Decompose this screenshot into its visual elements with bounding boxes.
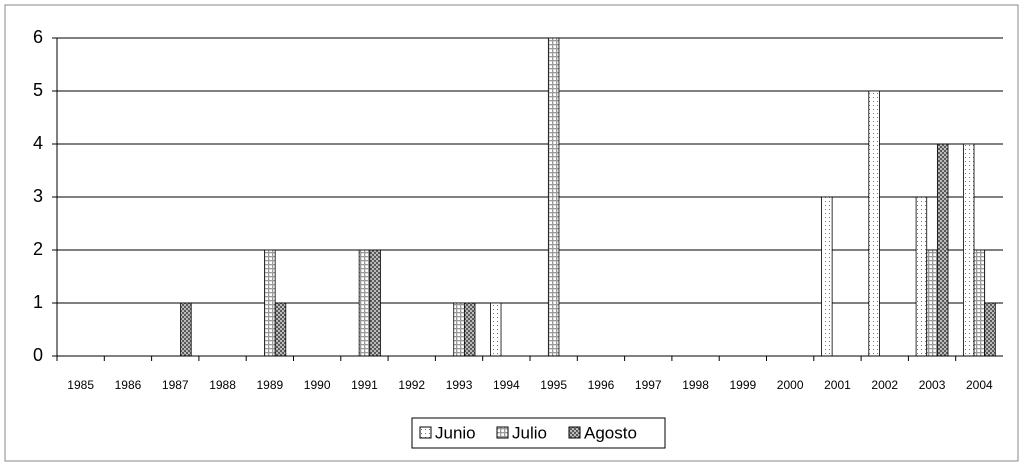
x-tick-label: 1986 [115,378,142,392]
y-tick-label: 2 [33,239,43,259]
y-tick-label: 1 [33,292,43,312]
legend-swatch [419,426,432,439]
bar [358,249,371,357]
bar [821,196,833,357]
bar [936,143,949,357]
x-tick-label: 1990 [304,378,331,392]
bar [369,249,381,357]
x-tick-label: 2001 [824,378,851,392]
y-tick-label: 0 [33,345,43,365]
x-tick-label: 1985 [67,378,94,392]
y-tick-label: 4 [33,133,43,153]
y-tick-label: 6 [33,27,43,47]
x-tick-label: 1995 [540,378,567,392]
x-tick-label: 1989 [256,378,283,392]
legend-swatch [496,426,509,439]
x-tick-label: 1988 [209,378,236,392]
legend-box [411,417,666,449]
x-tick-label: 2003 [919,378,946,392]
bar [984,302,996,357]
x-tick-label: 2000 [777,378,804,392]
x-tick-label: 1998 [682,378,709,392]
bar [264,249,276,357]
x-tick-label: 1997 [635,378,662,392]
legend-label: Agosto [584,423,637,442]
legend-label: Julio [512,423,547,442]
legend-label: Junio [435,423,476,442]
x-tick-label: 1993 [446,378,473,392]
x-tick-label: 1991 [351,378,378,392]
bar [962,143,975,357]
bar [973,249,986,357]
x-tick-label: 2002 [871,378,898,392]
x-tick-label: 1996 [588,378,615,392]
x-tick-label: 1987 [162,378,189,392]
bar [180,302,192,357]
bar [868,90,880,357]
bar [915,196,928,357]
bar [489,302,502,357]
chart-frame [4,4,1019,462]
bar [926,249,938,357]
legend-swatch [568,426,581,439]
x-tick-label: 1992 [398,378,425,392]
legend: Junio Julio Agosto [411,417,666,449]
bar [453,302,465,357]
bar [463,302,476,357]
y-tick-label: 5 [33,80,43,100]
y-tick-label: 3 [33,186,43,206]
bar [547,37,560,357]
x-tick-label: 1999 [729,378,756,392]
x-tick-label: 1994 [493,378,520,392]
x-tick-label: 2004 [966,378,993,392]
bar [274,302,287,357]
